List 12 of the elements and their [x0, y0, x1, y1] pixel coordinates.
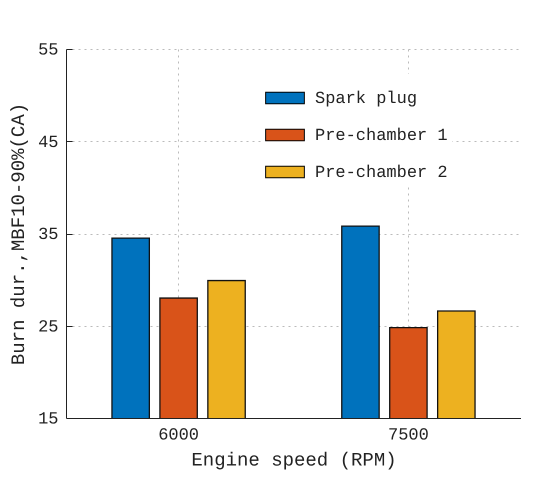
y-tick-label: 15	[38, 410, 58, 430]
y-tick-label: 45	[38, 134, 58, 153]
legend-label: Pre-chamber 2	[315, 164, 448, 183]
x-tick-label: 6000	[158, 426, 200, 446]
y-tick-label: 55	[38, 42, 58, 60]
legend-label: Spark plug	[315, 90, 418, 109]
y-tick-label: 25	[38, 318, 58, 338]
x-axis-title: Engine speed (RPM)	[191, 450, 397, 472]
y-tick-label: 35	[38, 226, 58, 245]
legend-label: Pre-chamber 1	[315, 127, 448, 146]
y-axis-title: Burn dur.,MBF10-90%(CA)	[8, 102, 30, 366]
x-tick-label: 7500	[388, 426, 429, 446]
